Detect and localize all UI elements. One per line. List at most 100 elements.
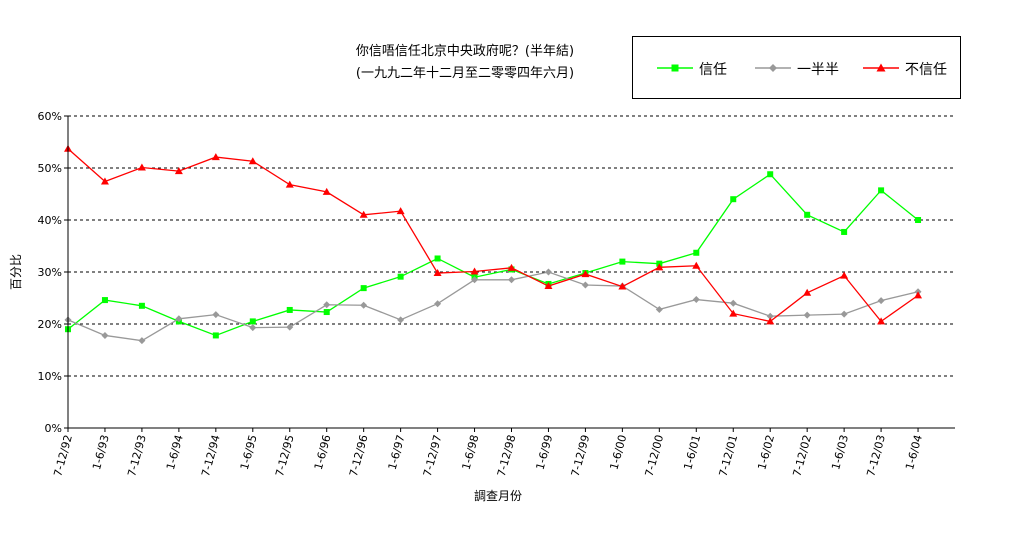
- data-point: [101, 331, 109, 339]
- legend-swatch-square-icon: [657, 64, 693, 72]
- y-tick-label: 10%: [38, 370, 62, 383]
- x-tick-label: 1-6/02: [755, 433, 777, 471]
- data-point: [397, 273, 404, 280]
- data-point: [471, 276, 479, 284]
- data-point: [360, 301, 368, 309]
- legend-label-trust: 信任: [699, 62, 727, 78]
- data-point: [729, 309, 738, 317]
- y-tick-label: 60%: [38, 110, 62, 123]
- legend-label-half: 一半半: [797, 62, 839, 78]
- data-point: [729, 299, 737, 307]
- x-tick-label: 7-12/99: [569, 433, 593, 478]
- y-tick-label: 20%: [38, 318, 62, 331]
- data-point: [544, 268, 552, 276]
- data-point: [692, 296, 700, 304]
- data-point: [508, 276, 515, 284]
- data-point: [803, 288, 812, 296]
- x-tick-label: 7-12/00: [643, 433, 667, 478]
- data-point: [766, 317, 775, 325]
- x-tick-label: 7-12/97: [421, 433, 445, 478]
- x-tick-label: 7-12/95: [273, 433, 297, 478]
- series-group: [64, 144, 923, 345]
- x-tick-label: 1-6/98: [460, 433, 482, 471]
- data-point: [803, 311, 811, 319]
- x-tick-label: 1-6/93: [90, 433, 112, 471]
- data-point: [212, 311, 220, 319]
- data-point: [581, 281, 589, 289]
- y-tick-label: 0%: [45, 422, 62, 435]
- data-point: [322, 187, 331, 195]
- y-tick-label: 50%: [38, 162, 62, 175]
- data-point: [211, 153, 220, 161]
- series-line: [67, 173, 919, 337]
- x-tick-label: 1-6/96: [312, 433, 334, 471]
- y-axis-label: 百分比: [9, 254, 23, 290]
- data-point: [766, 312, 774, 320]
- x-tick-label: 1-6/99: [534, 433, 556, 471]
- data-point: [101, 297, 108, 304]
- data-point: [877, 317, 886, 325]
- data-point: [323, 309, 330, 316]
- data-point: [248, 157, 257, 165]
- data-point: [359, 210, 368, 218]
- data-point: [138, 302, 145, 309]
- data-point: [137, 163, 146, 171]
- x-tick-label: 7-12/96: [347, 433, 371, 478]
- y-axis-ticks: 0% 10% 20% 30% 40% 50% 60%: [38, 110, 68, 435]
- x-axis-label: 調查月份: [474, 489, 522, 503]
- data-point: [285, 180, 294, 188]
- data-point: [655, 305, 663, 313]
- x-tick-label: 7-12/03: [864, 433, 888, 478]
- legend-label-distrust: 不信任: [905, 62, 947, 78]
- data-point: [767, 171, 774, 178]
- x-tick-label: 1-6/04: [903, 433, 925, 471]
- data-point: [396, 207, 405, 215]
- data-point: [619, 258, 626, 265]
- data-point: [100, 177, 109, 185]
- data-point: [397, 316, 405, 324]
- x-tick-label: 1-6/00: [607, 433, 629, 471]
- x-tick-label: 7-12/98: [495, 433, 519, 478]
- data-point: [618, 282, 627, 290]
- x-tick-label: 7-12/94: [199, 433, 223, 478]
- data-point: [434, 300, 442, 308]
- gridlines: [68, 115, 955, 377]
- x-tick-label: 1-6/95: [238, 433, 260, 471]
- x-tick-label: 7-12/01: [717, 433, 741, 478]
- x-tick-label: 1-6/01: [681, 433, 703, 471]
- data-point: [730, 196, 737, 203]
- data-point: [804, 211, 811, 218]
- x-tick-label: 7-12/92: [51, 433, 75, 478]
- legend: 信任 一半半 不信任: [632, 36, 961, 99]
- data-point: [249, 324, 257, 332]
- data-point: [915, 217, 922, 223]
- data-point: [434, 255, 441, 262]
- data-point: [286, 323, 294, 331]
- legend-swatch-diamond-icon: [755, 64, 791, 72]
- data-point: [840, 310, 848, 318]
- data-point: [249, 318, 256, 325]
- data-point: [138, 337, 146, 345]
- data-point: [841, 228, 848, 235]
- data-point: [877, 297, 885, 305]
- x-tick-label: 1-6/94: [164, 433, 186, 471]
- x-tick-label: 7-12/93: [125, 433, 149, 478]
- data-point: [878, 187, 885, 194]
- data-point: [693, 249, 700, 256]
- data-point: [507, 263, 516, 271]
- legend-swatch-triangle-icon: [863, 63, 899, 72]
- series-2: [64, 144, 923, 325]
- data-point: [323, 301, 331, 309]
- data-point: [470, 267, 479, 275]
- data-point: [581, 270, 590, 278]
- data-point: [655, 263, 664, 271]
- x-tick-label: 1-6/97: [386, 433, 408, 471]
- data-point: [212, 332, 219, 339]
- data-point: [433, 269, 442, 277]
- chart-subtitle: (一九九二年十二月至二零零四年六月): [355, 66, 575, 81]
- x-tick-label: 1-6/03: [829, 433, 851, 471]
- data-point: [174, 167, 183, 175]
- series-0: [65, 171, 922, 339]
- series-1: [64, 268, 922, 345]
